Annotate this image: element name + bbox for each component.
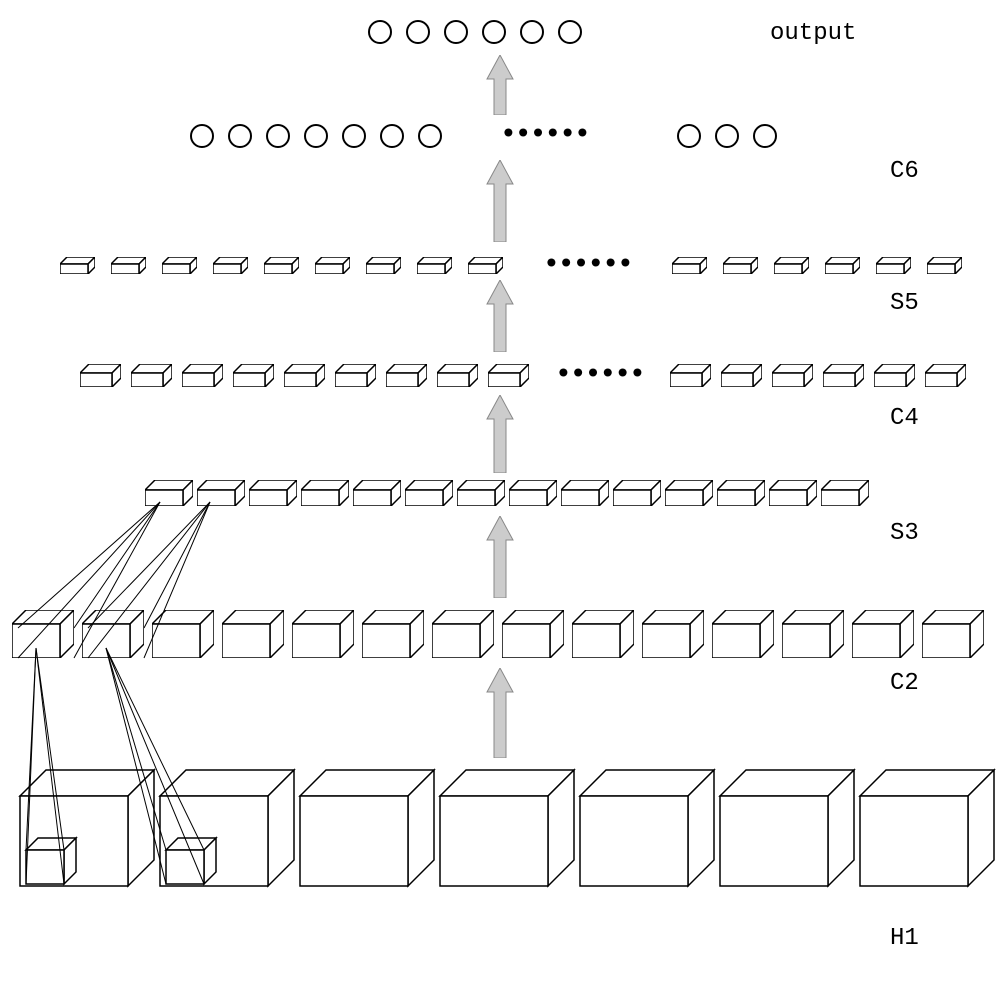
node-cube [561,480,609,506]
node-cube [366,257,401,274]
node-cube [874,364,915,387]
node-cube [927,257,962,274]
node-cube [876,257,911,274]
node-circle [418,124,442,148]
node-cube [925,364,966,387]
label-s3: S3 [890,520,919,547]
arrow-c2-s3 [485,516,515,598]
node-cube [233,364,274,387]
arrow-s5-c6 [485,160,515,242]
node-cube [509,480,557,506]
label-c6: C6 [890,158,919,185]
node-circle [753,124,777,148]
node-circle [228,124,252,148]
node-cube [264,257,299,274]
node-cube [672,257,707,274]
layer-c4: •••••• [0,360,1000,391]
node-cube [823,364,864,387]
node-cube [772,364,813,387]
ellipsis: •••••• [543,250,632,281]
node-circle [444,20,468,44]
node-cube [284,364,325,387]
arrow-c4-s5 [485,280,515,352]
node-cube [80,364,121,387]
node-cube [60,257,95,274]
node-cube [182,364,223,387]
node-circle [266,124,290,148]
node-cube [821,480,869,506]
node-cube [335,364,376,387]
node-cube [468,257,503,274]
node-circle [190,124,214,148]
node-cube [723,257,758,274]
node-cube [769,480,817,506]
node-cube [488,364,529,387]
node-cube [111,257,146,274]
node-cube [213,257,248,274]
node-cube [613,480,661,506]
node-cube [405,480,453,506]
node-cube [417,257,452,274]
node-cube [825,257,860,274]
label-s5: S5 [890,290,919,317]
connectors-c2-s3 [0,480,300,660]
node-circle [482,20,506,44]
label-c4: C4 [890,405,919,432]
node-circle [677,124,701,148]
node-cube [353,480,401,506]
node-circle [715,124,739,148]
layer-c6: •••••• [0,120,1000,151]
node-cube [386,364,427,387]
label-h1: H1 [890,925,919,952]
ellipsis: •••••• [500,120,589,151]
node-circle [342,124,366,148]
node-cube [162,257,197,274]
node-cube [437,364,478,387]
node-circle [380,124,404,148]
node-cube [665,480,713,506]
node-circle [368,20,392,44]
node-circle [558,20,582,44]
node-cube [131,364,172,387]
layer-s5: •••••• [0,250,1000,281]
arrow-c6-output [485,55,515,115]
node-cube [670,364,711,387]
node-cube [717,480,765,506]
node-circle [520,20,544,44]
node-cube [721,364,762,387]
label-output: output [770,20,856,47]
node-circle [304,124,328,148]
node-cube [457,480,505,506]
node-cube [301,480,349,506]
node-circle [406,20,430,44]
ellipsis: •••••• [555,360,644,391]
node-cube [315,257,350,274]
arrow-s3-c4 [485,395,515,473]
node-cube [774,257,809,274]
